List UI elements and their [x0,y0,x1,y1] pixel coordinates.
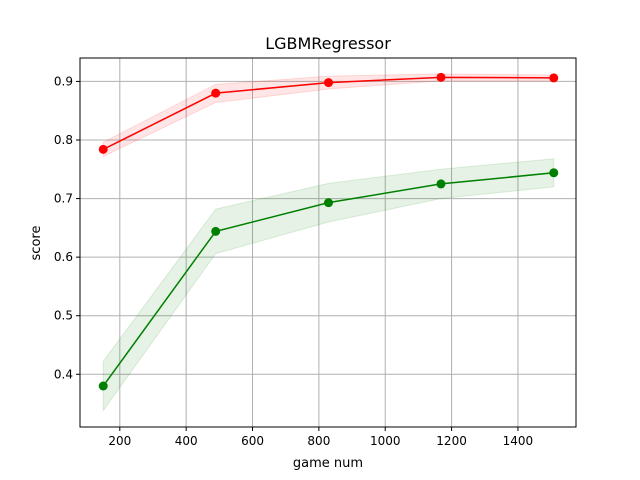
series-1-point [211,226,221,236]
x-tick-label: 1000 [370,434,401,448]
y-tick-label: 0.7 [54,192,73,206]
plot-frame [79,57,577,428]
x-tick-label: 200 [108,434,131,448]
grid [80,58,576,427]
y-tick-label: 0.4 [54,367,73,381]
x-tick-label: 600 [241,434,264,448]
x-tick-label: 800 [307,434,330,448]
series-1-point [323,198,333,208]
y-tick-label: 0.5 [54,309,73,323]
y-tick-label: 0.8 [54,133,73,147]
x-tick-label: 1400 [503,434,534,448]
x-axis-label: game num [293,456,363,471]
series-1-point [549,168,559,178]
series-0-point [211,88,221,98]
series-0-point [549,73,559,83]
series-0-point [436,72,446,82]
series-points [98,72,559,391]
x-tick-label: 1200 [436,434,467,448]
series-0-point [98,144,108,154]
series-0-point [323,78,333,88]
y-tick-label: 0.9 [54,74,73,88]
y-axis-label: score [29,226,44,261]
confidence-bands [102,73,555,413]
series-1-point [98,381,108,391]
series-1-band [102,158,555,413]
x-tick-label: 400 [175,434,198,448]
chart-title: LGBMRegressor [265,34,391,53]
y-tick-label: 0.6 [54,250,73,264]
series-1-point [436,179,446,189]
axis-ticks: 200 400 600 800 1000 1200 1400 0.4 0.5 0.6 0.7 0.8 0… [54,74,533,448]
